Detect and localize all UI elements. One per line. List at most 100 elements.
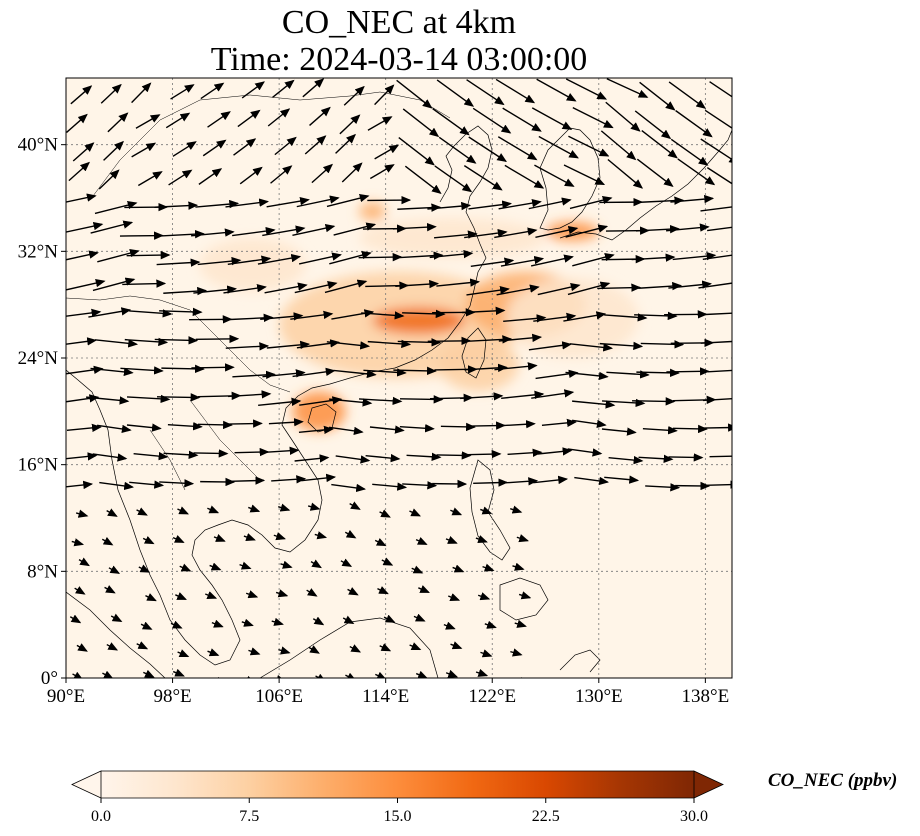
- wind-arrow: [304, 135, 327, 155]
- wind-arrow: [504, 164, 545, 189]
- wind-arrow: [500, 255, 545, 267]
- wind-arrow: [260, 312, 304, 321]
- wind-arrow: [569, 196, 613, 210]
- wind-arrow: [257, 253, 302, 265]
- wind-arrow: [600, 130, 637, 161]
- lat-tick-label: 8°N: [27, 561, 58, 582]
- wind-arrow: [411, 565, 424, 574]
- wind-arrow: [227, 255, 272, 265]
- wind-arrow: [154, 336, 199, 345]
- wind-arrow: [509, 505, 523, 514]
- wind-arrow: [120, 366, 164, 375]
- wind-arrow: [198, 168, 223, 185]
- wind-arrow: [266, 340, 311, 350]
- wind-arrow: [264, 282, 308, 294]
- wind-arrow: [106, 642, 119, 651]
- wind-arrow: [333, 369, 377, 379]
- wind-arrow: [232, 226, 276, 237]
- wind-arrow: [296, 195, 340, 208]
- wind-arrow: [645, 483, 681, 492]
- wind-arrow: [668, 453, 704, 462]
- wind-arrow: [528, 197, 572, 210]
- colorbar-bar: [101, 771, 694, 798]
- wind-arrow: [668, 81, 707, 109]
- wind-arrow: [498, 333, 543, 343]
- wind-arrow: [604, 313, 648, 322]
- wind-arrow: [634, 110, 672, 140]
- wind-arrow: [703, 397, 732, 402]
- wind-arrow: [475, 668, 489, 677]
- wind-arrow: [101, 536, 114, 546]
- wind-arrow: [168, 169, 193, 186]
- wind-arrow: [127, 394, 171, 404]
- wind-arrow: [172, 141, 197, 157]
- wind-arrow: [328, 426, 364, 436]
- wind-arrow: [100, 83, 122, 104]
- wind-arrow: [372, 482, 408, 491]
- wind-arrow: [97, 249, 140, 263]
- wind-arrow: [119, 231, 164, 240]
- wind-arrow: [450, 641, 463, 650]
- lon-tick-label: 90°E: [47, 686, 85, 707]
- wind-arrow: [301, 473, 337, 483]
- wind-arrow: [262, 225, 306, 237]
- wind-arrow: [569, 343, 614, 352]
- wind-arrow: [215, 676, 227, 678]
- wind-arrow: [223, 283, 267, 294]
- wind-arrow: [365, 453, 401, 463]
- wind-arrow: [533, 475, 569, 485]
- wind-arrow: [395, 279, 440, 289]
- wind-arrow: [326, 341, 371, 350]
- wind-arrow: [464, 363, 508, 373]
- wind-arrow: [298, 252, 342, 265]
- wind-arrow: [170, 620, 183, 629]
- wind-arrow: [536, 78, 577, 102]
- wind-arrow: [429, 249, 474, 259]
- wind-arrow: [342, 615, 355, 624]
- wind-arrow: [482, 563, 495, 572]
- wind-arrow: [638, 281, 683, 291]
- wind-arrow: [66, 278, 106, 291]
- wind-arrow: [179, 563, 192, 572]
- wind-arrow: [440, 422, 476, 432]
- wind-arrow: [280, 560, 293, 569]
- wind-arrow: [445, 669, 459, 678]
- wind-arrow: [248, 647, 261, 656]
- wind-arrow: [191, 363, 235, 372]
- lon-tick-label: 98°E: [153, 686, 191, 707]
- wind-arrow: [400, 395, 444, 404]
- wind-arrow: [531, 389, 575, 399]
- wind-arrow: [135, 114, 161, 129]
- lat-tick-label: 16°N: [18, 455, 59, 476]
- wind-arrow: [514, 619, 527, 628]
- wind-arrow: [358, 252, 403, 262]
- co-plume: [372, 307, 466, 334]
- wind-arrow: [402, 108, 440, 138]
- wind-arrow: [438, 136, 477, 164]
- wind-arrow: [463, 165, 503, 191]
- wind-arrow: [434, 165, 473, 193]
- wind-arrow: [470, 421, 506, 430]
- wind-arrow: [66, 250, 99, 261]
- wind-arrow: [538, 135, 579, 159]
- wind-arrow: [528, 341, 572, 351]
- wind-arrow: [601, 427, 637, 436]
- wind-arrow: [675, 110, 713, 138]
- lon-tick-label: 114°E: [362, 686, 409, 707]
- colorbar-label: CO_NEC (ppbv): [768, 770, 898, 791]
- wind-arrow: [498, 198, 542, 210]
- wind-arrow: [110, 613, 123, 622]
- wind-arrow: [369, 425, 405, 434]
- title-variable: CO_NEC at 4km: [281, 4, 517, 41]
- wind-arrow: [245, 590, 259, 599]
- wind-arrow: [200, 82, 225, 100]
- wind-arrow: [563, 164, 606, 186]
- wind-arrow: [66, 193, 97, 203]
- wind-arrow: [193, 449, 229, 458]
- wind-arrow: [466, 449, 502, 459]
- wind-arrow: [237, 109, 261, 128]
- wind-arrow: [343, 85, 365, 106]
- wind-arrow: [143, 669, 155, 678]
- wind-arrow: [314, 531, 328, 540]
- wind-arrow: [468, 335, 513, 344]
